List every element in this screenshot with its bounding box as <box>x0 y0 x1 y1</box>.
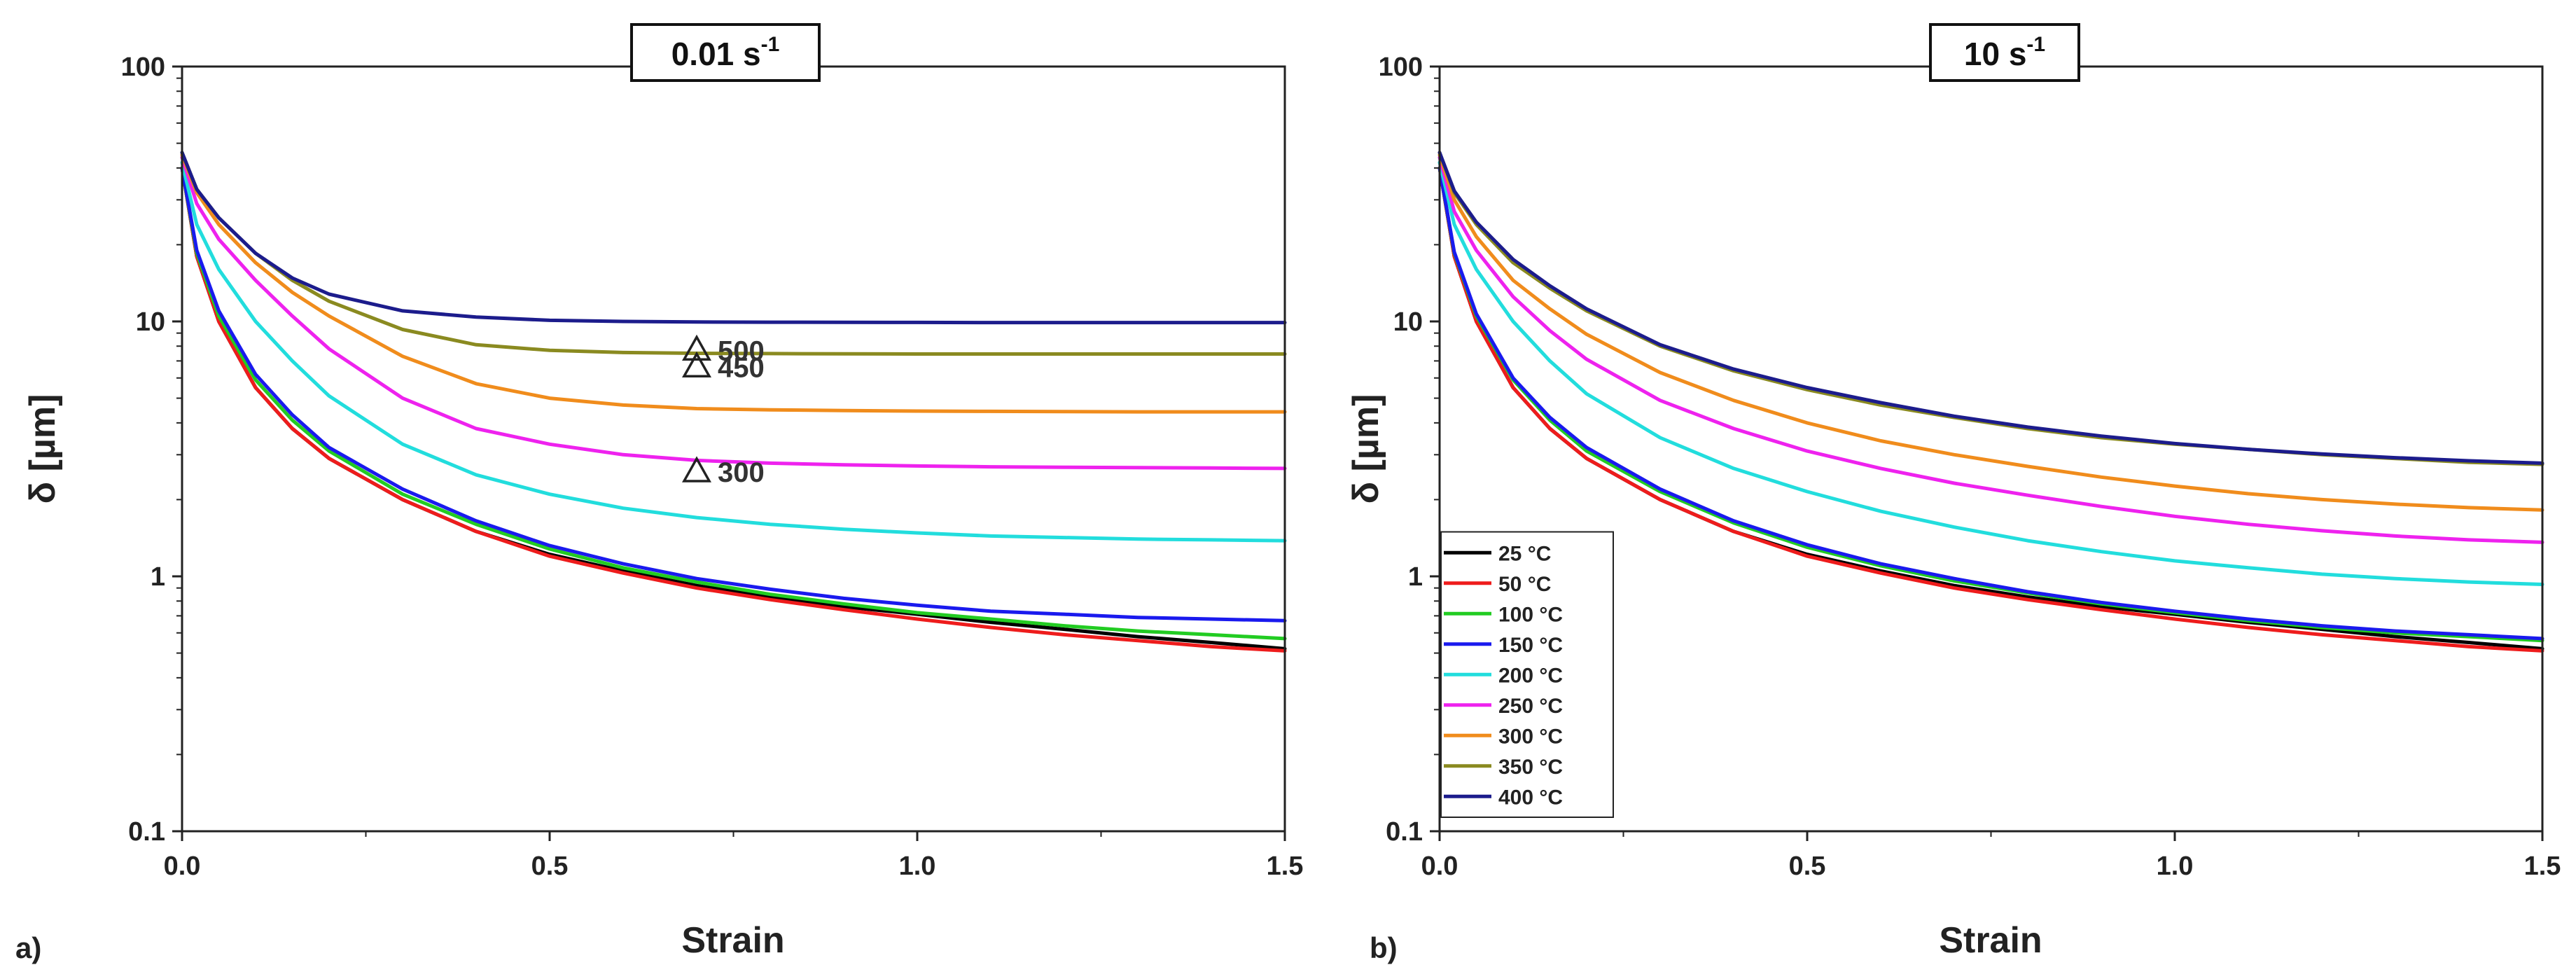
series-line-150c <box>1437 166 2544 641</box>
legend-entry-label: 400 °C <box>1498 786 1563 809</box>
series-line-250c <box>1437 155 2544 544</box>
series-line-400c <box>180 151 1287 325</box>
triangle-marker-icon <box>682 334 711 361</box>
y-axis-title: δ [µm] <box>1346 394 1386 504</box>
legend-entry-label: 150 °C <box>1498 634 1563 657</box>
legend-entry-label: 200 °C <box>1498 664 1563 687</box>
legend-entry-label: 100 °C <box>1498 603 1563 626</box>
y-tick-label: 1 <box>151 562 165 592</box>
x-tick-label: 1.5 <box>2524 852 2561 881</box>
legend-entry-label: 300 °C <box>1498 725 1563 748</box>
x-tick-label: 0.0 <box>1421 852 1458 881</box>
triangle-marker-icon <box>682 456 711 482</box>
chart-title: 10 s-1 <box>1964 33 2045 72</box>
series-line-300c <box>180 153 1287 414</box>
y-tick-label: 100 <box>121 53 165 82</box>
legend-entry-label: 250 °C <box>1498 695 1563 718</box>
chart-panel-b: 0.0 0.5 1.0 1.5 0.1 1 10 100 25 °C 50 °C 100 °C 15… <box>1346 23 2561 964</box>
legend-entry-label: 25 °C <box>1498 542 1551 565</box>
x-tick-label: 1.0 <box>2157 852 2194 881</box>
series-group <box>180 151 1287 653</box>
y-axis-title: δ [µm] <box>22 394 63 504</box>
chart-title-box: 0.01 s-1 <box>630 23 821 82</box>
panel-label: a) <box>15 931 41 964</box>
annotation-label: 500 <box>718 335 765 366</box>
title-box-frame <box>1929 23 2080 82</box>
annotation-label: 300 <box>718 457 765 488</box>
x-tick-label: 1.0 <box>899 852 936 881</box>
y-tick-label: 0.1 <box>128 817 165 847</box>
series-line-200c <box>1437 160 2544 586</box>
legend: 25 °C 50 °C 100 °C 150 °C 200 °C 250 °C 300 °C… <box>1440 531 1614 818</box>
x-tick-label: 0.0 <box>164 852 201 881</box>
series-line-150c <box>180 166 1287 623</box>
triangle-marker-icon <box>682 351 711 378</box>
x-axis-title: Strain <box>681 920 784 961</box>
series-line-250c <box>180 155 1287 471</box>
series-line-100c <box>180 166 1287 641</box>
series-line-400c <box>1437 151 2544 465</box>
x-axis-title: Strain <box>1939 920 2042 961</box>
x-tick-label: 0.5 <box>1789 852 1826 881</box>
legend-entry-label: 350 °C <box>1498 756 1563 779</box>
series-group <box>1437 151 2544 653</box>
y-tick-label: 0.1 <box>1386 817 1423 847</box>
y-tick-label: 10 <box>136 307 165 337</box>
series-line-300c <box>1437 153 2544 512</box>
y-tick-label: 1 <box>1408 562 1423 592</box>
annotation-label: 450 <box>718 352 765 383</box>
axis-ticks: 0.0 0.5 1.0 1.5 0.1 1 10 100 <box>121 53 1304 881</box>
panel-label: b) <box>1370 931 1398 964</box>
series-line-50c <box>180 166 1287 653</box>
axis-ticks: 0.0 0.5 1.0 1.5 0.1 1 10 100 <box>1379 53 2561 881</box>
legend-entry-label: 50 °C <box>1498 573 1551 596</box>
y-tick-label: 10 <box>1393 307 1423 337</box>
title-box-frame <box>630 23 821 82</box>
series-line-50c <box>1437 166 2544 653</box>
chart-title-box: 10 s-1 <box>1929 23 2080 82</box>
chart-title: 0.01 s-1 <box>671 33 780 72</box>
series-line-200c <box>180 160 1287 543</box>
x-tick-label: 0.5 <box>531 852 569 881</box>
x-tick-label: 1.5 <box>1267 852 1304 881</box>
y-tick-label: 100 <box>1379 53 1423 82</box>
